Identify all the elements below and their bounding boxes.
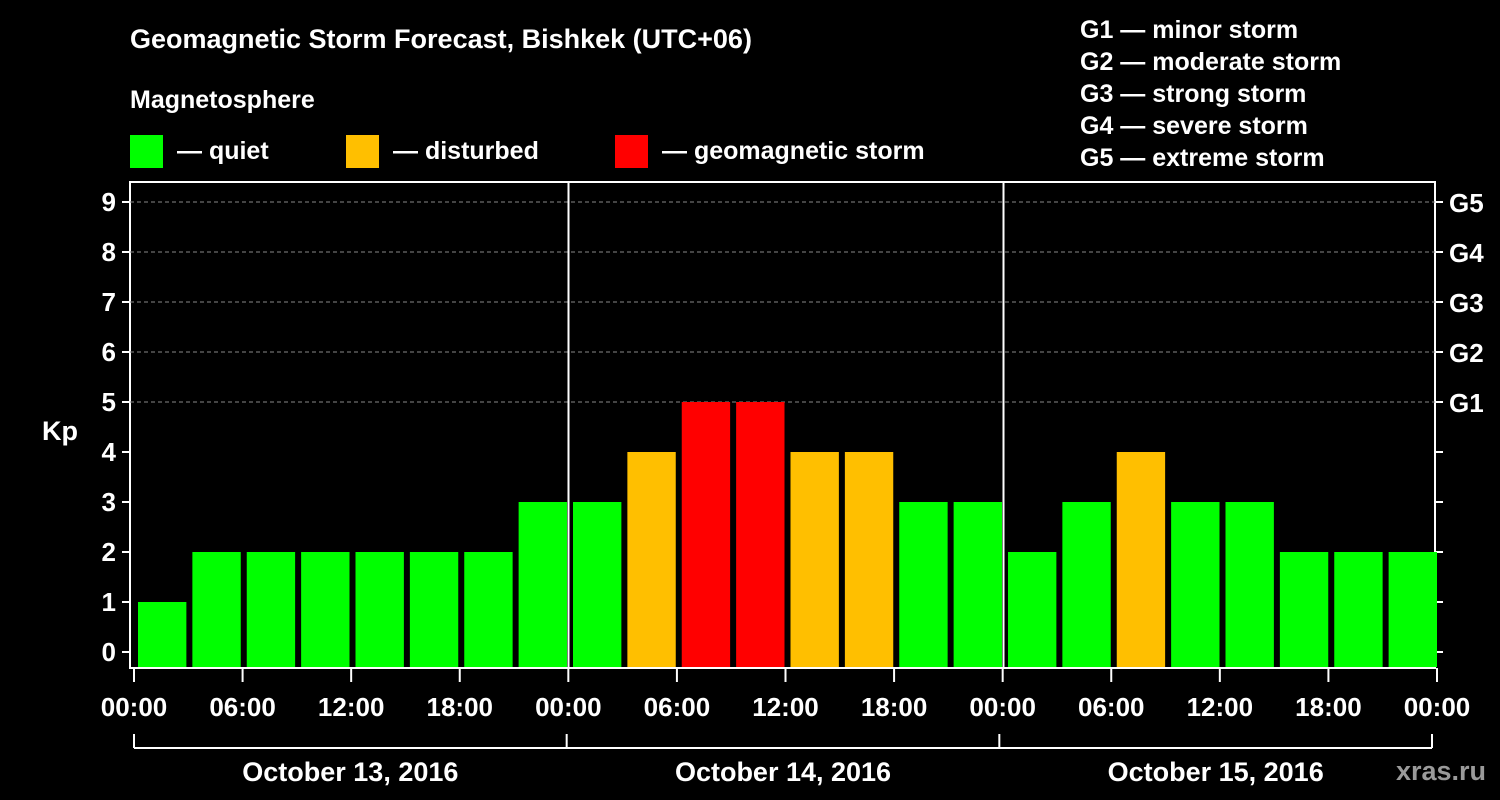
x-tick-label: 00:00 <box>1404 692 1471 722</box>
magnetosphere-heading: Magnetosphere <box>130 86 315 114</box>
x-tick-label: 06:00 <box>1078 692 1145 722</box>
kp-bar <box>1008 552 1057 667</box>
g-scale-label: G5 <box>1449 188 1484 218</box>
legend-swatch-quiet <box>130 134 163 168</box>
y-tick-label: 4 <box>102 437 117 467</box>
g-scale-label: G2 <box>1449 338 1484 368</box>
kp-bar <box>301 552 350 667</box>
y-tick-label: 7 <box>102 287 116 317</box>
y-tick-label: 3 <box>102 487 116 517</box>
kp-bar <box>790 452 839 667</box>
x-tick-label: 18:00 <box>1295 692 1362 722</box>
x-tick-label: 06:00 <box>209 692 276 722</box>
storm-scale-g3: G3 — strong storm <box>1080 80 1307 108</box>
x-tick-label: 18:00 <box>427 692 494 722</box>
legend-label-quiet: — quiet <box>177 136 269 165</box>
x-tick-label: 12:00 <box>1187 692 1254 722</box>
x-tick-label: 12:00 <box>752 692 819 722</box>
storm-scale-g1: G1 — minor storm <box>1080 16 1299 44</box>
x-tick-label: 00:00 <box>101 692 168 722</box>
chart-title: Geomagnetic Storm Forecast, Bishkek (UTC… <box>130 24 752 54</box>
kp-bar <box>192 552 241 667</box>
kp-bar <box>627 452 676 667</box>
y-tick-label: 0 <box>102 637 116 667</box>
day-label: October 15, 2016 <box>1108 757 1324 787</box>
x-tick-label: 18:00 <box>861 692 928 722</box>
kp-bar <box>518 502 567 667</box>
y-tick-label: 2 <box>102 537 116 567</box>
storm-scale-g2: G2 — moderate storm <box>1080 48 1342 76</box>
kp-bar <box>1116 452 1166 667</box>
y-tick-label: 1 <box>102 587 116 617</box>
kp-bar <box>736 402 785 667</box>
kp-bar <box>138 602 187 667</box>
kp-bar <box>1279 552 1329 667</box>
kp-bar <box>844 452 894 667</box>
kp-bar <box>355 552 404 667</box>
plot-frame <box>129 181 1436 669</box>
g-scale-label: G4 <box>1449 238 1484 268</box>
kp-bar <box>464 552 513 667</box>
x-tick-label: 00:00 <box>535 692 602 722</box>
kp-bar <box>1171 502 1220 667</box>
watermark: xras.ru <box>1395 756 1486 786</box>
y-tick-label: 9 <box>102 187 116 217</box>
kp-bar <box>899 502 948 667</box>
legend-swatch-storm <box>615 134 648 168</box>
day-label: October 14, 2016 <box>675 757 891 787</box>
kp-bar <box>1062 502 1111 667</box>
y-tick-label: 5 <box>102 387 116 417</box>
kp-bar <box>1334 552 1383 667</box>
legend-label-disturbed: — disturbed <box>393 136 539 165</box>
x-tick-label: 00:00 <box>969 692 1036 722</box>
kp-bar <box>1225 502 1274 667</box>
kp-bar <box>681 402 731 667</box>
legend-item-disturbed: — disturbed <box>346 134 539 168</box>
kp-bar <box>1388 552 1437 667</box>
y-axis-label: Kp <box>42 416 78 446</box>
kp-bar <box>953 502 1002 667</box>
x-tick-label: 12:00 <box>318 692 385 722</box>
y-tick-label: 8 <box>102 237 116 267</box>
storm-scale-g5: G5 — extreme storm <box>1080 144 1325 172</box>
x-tick-label: 06:00 <box>644 692 711 722</box>
kp-bar <box>246 552 296 667</box>
y-tick-label: 6 <box>102 337 116 367</box>
kp-bar <box>409 552 459 667</box>
storm-scale-g4: G4 — severe storm <box>1080 112 1308 140</box>
legend-item-storm: — geomagnetic storm <box>615 134 925 168</box>
g-scale-label: G3 <box>1449 288 1484 318</box>
legend-label-storm: — geomagnetic storm <box>662 136 925 165</box>
legend-item-quiet: — quiet <box>130 134 269 168</box>
storm-scale-list: G1 — minor storm G2 — moderate storm G3 … <box>1080 14 1341 174</box>
day-label: October 13, 2016 <box>242 757 458 787</box>
legend-swatch-disturbed <box>346 134 379 168</box>
g-scale-label: G1 <box>1449 388 1484 418</box>
kp-bar <box>573 502 622 667</box>
